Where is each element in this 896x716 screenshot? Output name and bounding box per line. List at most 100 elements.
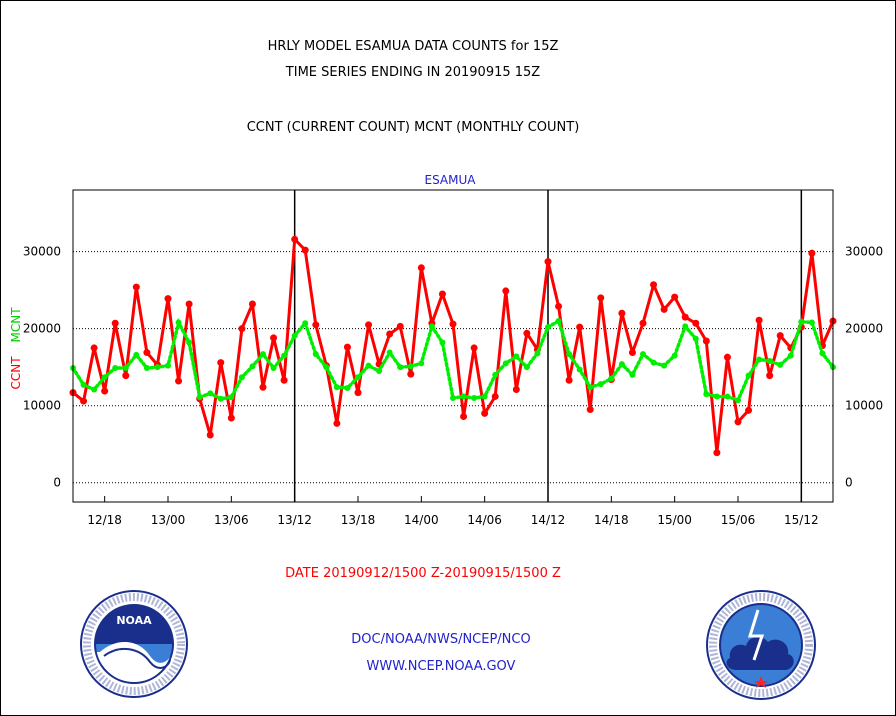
ccnt-point xyxy=(280,376,288,384)
ccnt-point xyxy=(660,305,668,313)
ccnt-point xyxy=(692,319,700,327)
mcnt-point xyxy=(481,393,488,400)
mcnt-point xyxy=(450,395,456,401)
mcnt-point xyxy=(766,358,773,365)
ccnt-point xyxy=(460,412,468,420)
y-axis-label-mcnt: MCNT xyxy=(9,307,23,343)
x-tick-label: 14/00 xyxy=(404,513,439,527)
mcnt-point xyxy=(808,319,815,326)
mcnt-series xyxy=(70,317,836,404)
date-range-label: DATE 20190912/1500 Z-20190915/1500 Z xyxy=(285,566,561,581)
x-axis-ticks: 12/18 13/00 13/06 13/12 13/18 14/00 14/06 14/12… xyxy=(87,496,819,527)
ccnt-point xyxy=(776,332,784,340)
x-tick-label: 13/12 xyxy=(277,513,312,527)
mcnt-point xyxy=(91,386,98,393)
y-tick-label-left: 0 xyxy=(53,476,61,490)
plot-border xyxy=(72,189,834,503)
mcnt-point xyxy=(407,363,414,370)
ccnt-point xyxy=(365,321,373,329)
mcnt-point xyxy=(460,393,467,400)
mcnt-point xyxy=(365,362,372,369)
y-tick-label-right: 0 xyxy=(845,476,853,490)
ccnt-point xyxy=(343,343,351,351)
ccnt-point xyxy=(734,418,742,426)
mcnt-point xyxy=(112,364,119,371)
mcnt-point xyxy=(576,366,583,373)
y-tick-label-right: 30000 xyxy=(845,245,883,259)
mcnt-point xyxy=(787,352,794,359)
ccnt-point xyxy=(354,389,362,397)
ccnt-point xyxy=(745,406,753,414)
mcnt-point xyxy=(682,323,689,330)
ccnt-point xyxy=(270,334,278,342)
ccnt-point xyxy=(248,300,256,308)
mcnt-point xyxy=(323,364,330,371)
ccnt-point xyxy=(449,320,457,328)
ccnt-point xyxy=(143,349,151,357)
national-weather-service-logo-icon xyxy=(706,590,816,700)
mcnt-point xyxy=(629,371,636,378)
mcnt-point xyxy=(745,372,752,379)
chart-title-line-2: TIME SERIES ENDING IN 20190915 15Z xyxy=(285,65,541,80)
ccnt-point xyxy=(185,300,193,308)
mcnt-point xyxy=(165,362,171,369)
credit-url: WWW.NCEP.NOAA.GOV xyxy=(366,659,516,674)
ccnt-point xyxy=(111,319,119,327)
ccnt-point xyxy=(470,344,478,352)
ccnt-point xyxy=(175,377,183,385)
mcnt-point xyxy=(735,397,741,404)
mcnt-point xyxy=(312,351,319,358)
ccnt-point xyxy=(164,295,172,303)
ccnt-point xyxy=(407,370,415,378)
ccnt-point xyxy=(755,316,763,324)
ccnt-point xyxy=(512,386,520,394)
mcnt-point xyxy=(756,356,763,363)
mcnt-point xyxy=(534,350,541,357)
mcnt-point xyxy=(671,352,678,359)
ccnt-point xyxy=(122,372,130,380)
ccnt-point xyxy=(417,264,425,272)
ccnt-point xyxy=(702,337,710,345)
ccnt-point xyxy=(713,449,721,457)
mcnt-point xyxy=(397,364,404,371)
mcnt-point xyxy=(819,350,826,357)
x-tick-label: 13/00 xyxy=(151,513,186,527)
ccnt-point xyxy=(671,293,679,301)
ccnt-point xyxy=(90,344,98,352)
mcnt-point xyxy=(355,374,361,381)
mcnt-point xyxy=(238,374,245,381)
mcnt-point xyxy=(207,390,214,397)
mcnt-point xyxy=(333,384,340,391)
ccnt-point xyxy=(259,383,267,391)
ccnt-point xyxy=(80,397,88,405)
mcnt-point xyxy=(502,360,509,367)
mcnt-point xyxy=(555,317,562,324)
y-axis-left-ticks: 0 10000 20000 30000 xyxy=(23,245,61,490)
ccnt-point xyxy=(586,406,594,414)
mcnt-point xyxy=(291,332,298,339)
mcnt-point xyxy=(703,391,710,398)
noaa-logo-icon: NOAA xyxy=(80,590,188,698)
mcnt-point xyxy=(608,375,615,382)
ccnt-point xyxy=(291,235,299,243)
mcnt-point xyxy=(122,364,129,371)
mcnt-point xyxy=(80,381,87,388)
mcnt-point xyxy=(186,339,193,346)
mcnt-point xyxy=(376,368,383,375)
ccnt-point xyxy=(386,330,394,338)
mcnt-point xyxy=(270,364,277,371)
ccnt-point xyxy=(523,329,531,337)
svg-text:NOAA: NOAA xyxy=(116,614,152,627)
y-tick-label-left: 30000 xyxy=(23,245,61,259)
mcnt-point xyxy=(650,359,657,366)
ccnt-point xyxy=(238,325,246,333)
x-tick-label: 15/00 xyxy=(657,513,692,527)
ccnt-point xyxy=(227,414,235,422)
mcnt-point xyxy=(344,384,351,391)
ccnt-point xyxy=(217,359,225,367)
y-tick-label-right: 20000 xyxy=(845,322,883,336)
mcnt-point xyxy=(545,324,551,331)
grid-lines xyxy=(73,251,833,484)
mcnt-point xyxy=(249,363,256,370)
